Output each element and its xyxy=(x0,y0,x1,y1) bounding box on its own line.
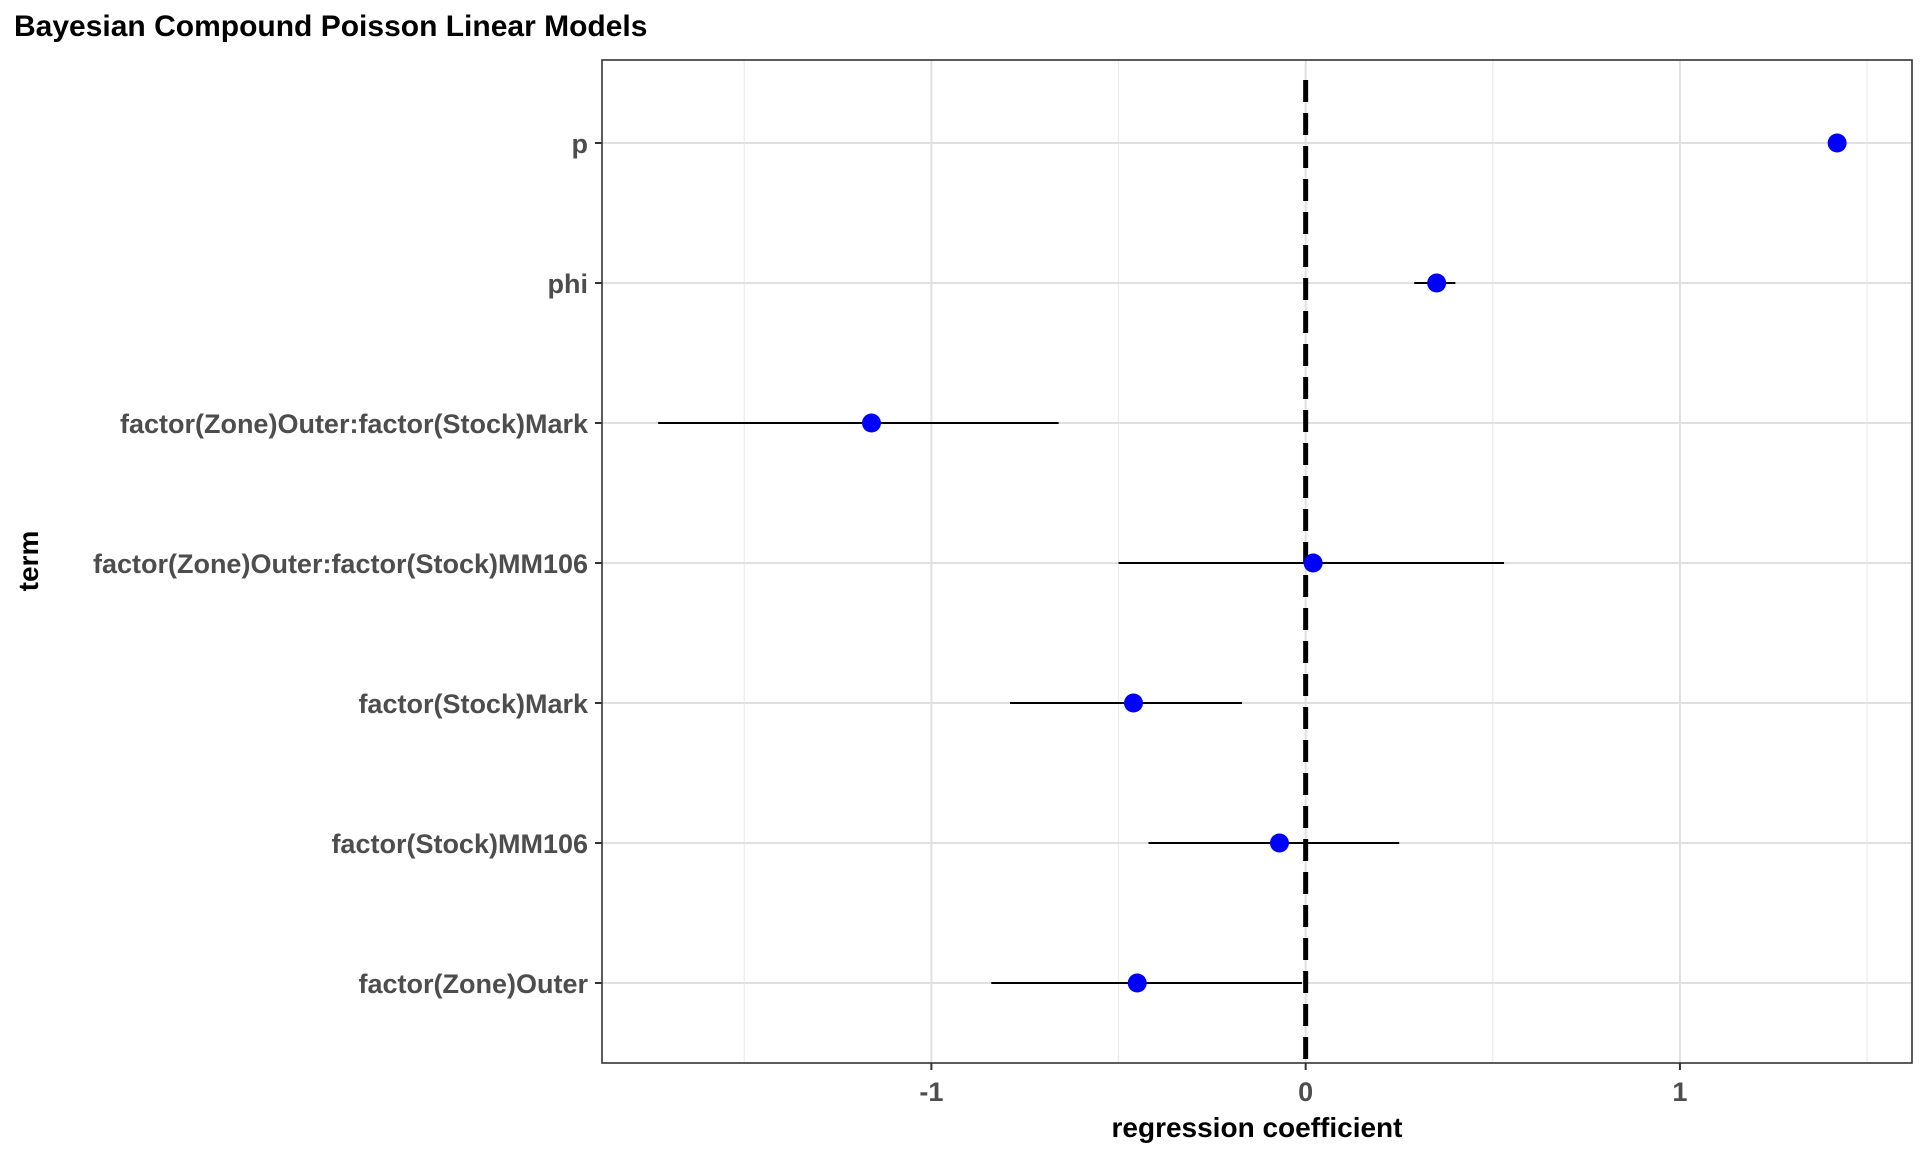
estimate-point xyxy=(1427,273,1447,293)
plot-panel-background xyxy=(602,60,1912,1063)
estimate-point xyxy=(861,413,881,433)
x-axis-label: regression coefficient xyxy=(1112,1112,1403,1143)
estimate-points xyxy=(861,133,1847,993)
y-tick-label: phi xyxy=(548,269,589,299)
estimate-point xyxy=(1303,553,1323,573)
estimate-point xyxy=(1123,693,1143,713)
y-tick-label: p xyxy=(572,129,589,159)
y-tick-label: factor(Stock)MM106 xyxy=(331,829,588,859)
y-tick-label: factor(Zone)Outer xyxy=(359,969,589,999)
chart-title: Bayesian Compound Poisson Linear Models xyxy=(14,10,648,43)
y-axis-ticks: p phi factor(Zone)Outer:factor(Stock)Mark f… xyxy=(93,129,602,999)
x-tick-label: 1 xyxy=(1672,1077,1687,1107)
y-tick-label: factor(Zone)Outer:factor(Stock)MM106 xyxy=(93,549,588,579)
estimate-point xyxy=(1127,973,1147,993)
estimate-point xyxy=(1269,833,1289,853)
y-tick-label: factor(Stock)Mark xyxy=(358,689,589,719)
y-tick-label: factor(Zone)Outer:factor(Stock)Mark xyxy=(120,409,589,439)
estimate-point xyxy=(1827,133,1847,153)
x-axis-ticks: -1 0 1 xyxy=(919,1063,1687,1107)
plot-panel-border xyxy=(601,59,1913,1064)
x-tick-label: -1 xyxy=(919,1077,943,1107)
y-axis-label: term xyxy=(13,531,44,592)
x-tick-label: 0 xyxy=(1298,1077,1313,1107)
